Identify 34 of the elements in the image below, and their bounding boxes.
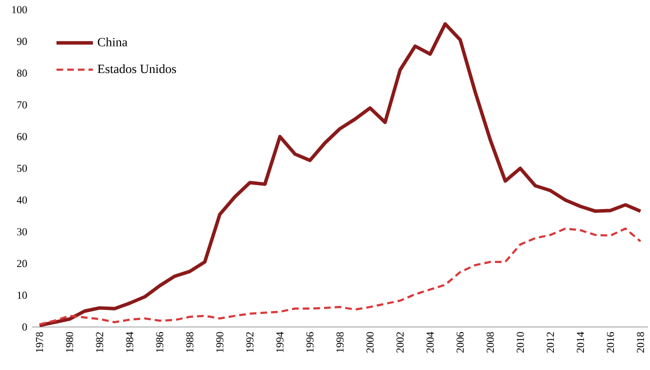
legend-label: China (98, 37, 128, 46)
x-tick-label: 2012 (546, 332, 554, 353)
y-tick-label: 10 (18, 292, 27, 299)
y-tick-label: 20 (17, 260, 27, 268)
x-tick-label: 1998 (336, 332, 344, 352)
x-tick-label: 1994 (276, 332, 284, 352)
x-tick-label: 1984 (126, 332, 134, 352)
x-tick-label: 2014 (576, 332, 584, 353)
y-tick-label: 40 (16, 196, 27, 204)
x-tick-label: 1982 (96, 332, 104, 352)
y-tick-label: 50 (17, 164, 27, 172)
y-tick-label: 80 (17, 70, 27, 77)
y-tick-label: 0 (22, 323, 27, 331)
x-tick-label: 2006 (456, 332, 464, 353)
y-tick-label: 30 (17, 228, 27, 236)
legend-label: Estados Unidos (98, 64, 176, 74)
x-tick-label: 1988 (186, 332, 194, 352)
x-tick-label: 1990 (216, 332, 224, 352)
x-tick-label: 2016 (606, 332, 614, 353)
y-tick-label: 70 (17, 101, 27, 108)
y-tick-label: 100 (12, 6, 27, 14)
x-tick-label: 2002 (396, 332, 404, 353)
x-tick-label: 2010 (516, 332, 524, 353)
x-tick-label: 2018 (636, 332, 644, 353)
x-tick-label: 1996 (306, 332, 314, 352)
y-tick-label: 90 (16, 38, 27, 45)
x-tick-label: 2004 (426, 332, 434, 353)
x-tick-label: 1986 (156, 332, 164, 352)
x-tick-label: 1992 (246, 332, 254, 352)
x-tick-label: 1978 (36, 332, 44, 352)
x-tick-label: 2008 (486, 332, 494, 353)
x-tick-label: 2000 (366, 332, 374, 353)
x-tick-label: 1980 (66, 332, 74, 352)
y-tick-label: 60 (17, 132, 27, 140)
